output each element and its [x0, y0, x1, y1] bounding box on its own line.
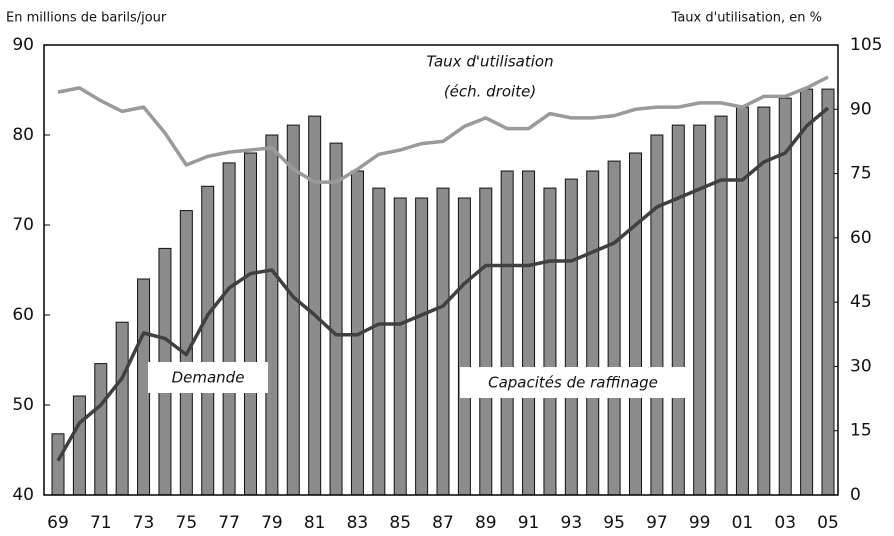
bar [800, 88, 814, 496]
bar [115, 321, 129, 496]
y2-tick-label: 45 [850, 292, 872, 312]
x-tick-label: 69 [47, 513, 69, 533]
bar [714, 115, 728, 496]
x-tick-label: 97 [646, 513, 668, 533]
bar [137, 278, 151, 496]
label-box [148, 362, 268, 393]
bar [479, 187, 493, 496]
bar [393, 197, 407, 496]
bar [457, 197, 471, 496]
x-tick-label: 93 [561, 513, 583, 533]
x-tick-label: 05 [817, 513, 839, 533]
bar [693, 124, 707, 496]
bar [415, 197, 429, 496]
x-tick-label: 81 [304, 513, 326, 533]
y-tick-label: 60 [12, 305, 34, 325]
bar [500, 170, 514, 496]
x-tick-label: 71 [90, 513, 112, 533]
plot-frame [43, 44, 839, 496]
x-tick-label: 01 [732, 513, 754, 533]
x-tick-label: 85 [389, 513, 411, 533]
y-tick-label: 70 [12, 215, 34, 235]
bar [522, 170, 536, 496]
x-tick-label: 79 [261, 513, 283, 533]
y2-tick-label: 75 [850, 164, 872, 184]
x-tick-label: 03 [774, 513, 796, 533]
bar [778, 97, 792, 496]
bar [586, 170, 600, 496]
x-tick-label: 77 [218, 513, 240, 533]
bar [72, 395, 86, 496]
y2-tick-label: 15 [850, 421, 872, 441]
line [56, 106, 830, 462]
y-tick-label: 40 [12, 485, 34, 505]
bar [629, 152, 642, 496]
bar [372, 187, 386, 496]
y2-tick-label: 90 [850, 99, 872, 119]
line [57, 75, 829, 184]
y2-tick-label: 60 [850, 228, 872, 248]
bar [607, 160, 621, 496]
y2-axis-label: Taux d'utilisation, en % [671, 11, 822, 26]
series-label: Capacités de raffinage [488, 374, 658, 392]
x-tick-label: 89 [475, 513, 497, 533]
bar [222, 162, 236, 496]
x-tick-label: 95 [603, 513, 625, 533]
bar [51, 433, 65, 496]
bar [94, 363, 108, 496]
series-label: Taux d'utilisation [426, 53, 553, 71]
x-tick-label: 73 [133, 513, 155, 533]
bar [436, 187, 450, 496]
bar [265, 134, 279, 496]
label-box [460, 367, 686, 398]
x-tick-label: 91 [518, 513, 540, 533]
y-tick-label: 90 [12, 35, 34, 55]
bar [543, 187, 557, 496]
bar [308, 115, 322, 496]
y-axis-label: En millions de barils/jour [6, 11, 167, 26]
y-tick-label: 50 [12, 395, 34, 415]
x-tick-label: 87 [432, 513, 454, 533]
bar [564, 178, 578, 496]
bar [821, 88, 835, 496]
x-tick-label: 99 [689, 513, 711, 533]
bar [201, 185, 215, 496]
y2-tick-label: 30 [850, 356, 872, 376]
bar [671, 124, 685, 496]
y2-tick-label: 105 [850, 35, 882, 55]
bar [329, 142, 343, 496]
x-tick-label: 75 [176, 513, 198, 533]
annotation: (éch. droite) [444, 83, 536, 101]
bar [650, 134, 664, 496]
series-label: Demande [172, 369, 245, 387]
y2-tick-label: 0 [850, 485, 861, 505]
y-tick-label: 80 [12, 125, 34, 145]
bar [286, 124, 300, 496]
bar [735, 106, 749, 496]
x-tick-label: 83 [347, 513, 369, 533]
bar [244, 152, 257, 496]
